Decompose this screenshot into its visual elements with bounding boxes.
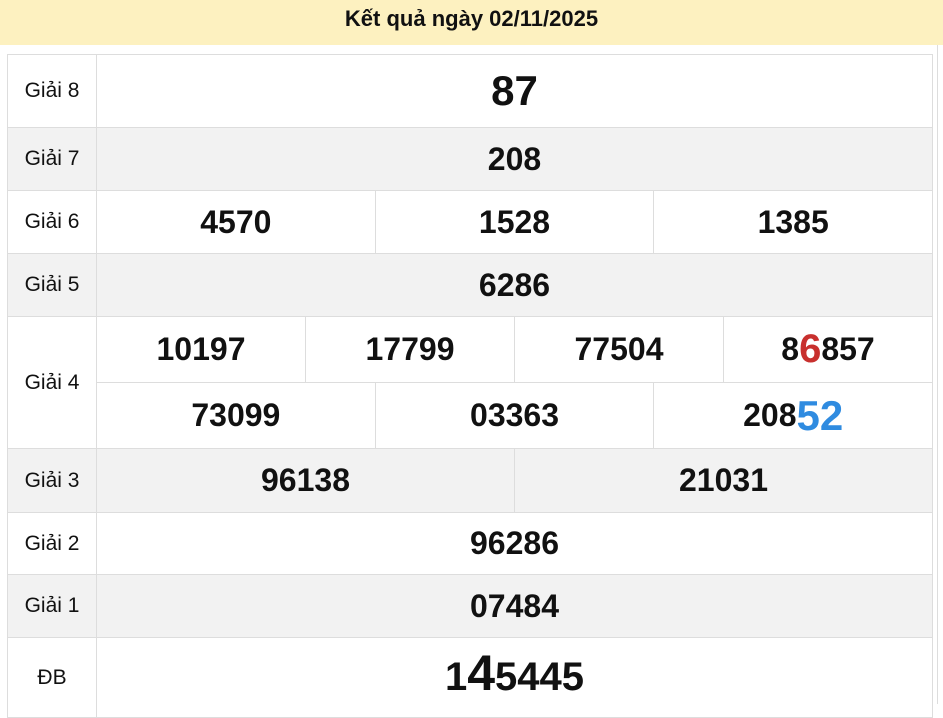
prize-row-g3: Giải 3 96138 21031 [7, 448, 933, 513]
digits: 1 [444, 654, 468, 699]
prize-row-special: ĐB 145445 [7, 637, 933, 718]
highlight-digit: 6 [799, 327, 822, 371]
lottery-results-table: Giải 8 87 Giải 7 208 Giải 6 4570 1528 13… [7, 54, 933, 718]
prize-number: 6286 [96, 253, 933, 317]
prize-number: 77504 [514, 317, 723, 382]
prize-number: 17799 [305, 317, 514, 382]
special-prize-number: 145445 [96, 637, 933, 718]
prize-row-g1: Giải 1 07484 [7, 574, 933, 638]
prize-number: 208 [96, 127, 933, 191]
prize-number: 4570 [200, 203, 272, 240]
highlight-digits: 52 [796, 391, 844, 439]
results-date-header: Kết quả ngày 02/11/2025 [0, 0, 943, 45]
prize-label: Giải 6 [7, 190, 97, 254]
prize-label: Giải 1 [7, 574, 97, 638]
prize-number: 96138 [261, 462, 350, 498]
digits: 857 [821, 331, 875, 367]
prize-label: ĐB [7, 637, 97, 718]
prize-number: 87 [96, 54, 933, 128]
prize-number: 21031 [514, 449, 932, 512]
prize-label: Giải 3 [7, 448, 97, 513]
prize-number: 1385 [653, 191, 932, 253]
prize-row-g4: Giải 4 10197 17799 77504 8 6 857 [7, 316, 933, 449]
prize-row-g2: Giải 2 96286 [7, 512, 933, 575]
prize-row-g5: Giải 5 6286 [7, 253, 933, 317]
prize-number: 03363 [374, 383, 654, 448]
prize-number: 1528 [374, 191, 654, 253]
prize-number: 10197 [156, 331, 246, 367]
prize-number: 8 6 857 [723, 317, 932, 382]
prize-row-g4-2: 73099 03363 208 52 [8, 382, 933, 449]
prize-row-g7: Giải 7 208 [7, 127, 933, 191]
prize-number: 96286 [96, 512, 933, 575]
highlight-digit: 4 [467, 644, 496, 701]
digits: 8 [781, 331, 800, 367]
prize-row-g6: Giải 6 4570 1528 1385 [7, 190, 933, 254]
digits: 5445 [495, 654, 585, 699]
digits: 208 [743, 397, 797, 433]
scrollbar-track[interactable] [937, 45, 938, 704]
prize-label: Giải 2 [7, 512, 97, 575]
prize-number: 07484 [96, 574, 933, 638]
prize-number: 73099 [191, 397, 281, 433]
prize-label: Giải 8 [7, 54, 97, 128]
prize-number: 208 52 [653, 383, 932, 448]
prize-label: Giải 5 [7, 253, 97, 317]
prize-label: Giải 4 [7, 316, 97, 449]
prize-row-g8: Giải 8 87 [7, 54, 933, 128]
prize-label: Giải 7 [7, 127, 97, 191]
